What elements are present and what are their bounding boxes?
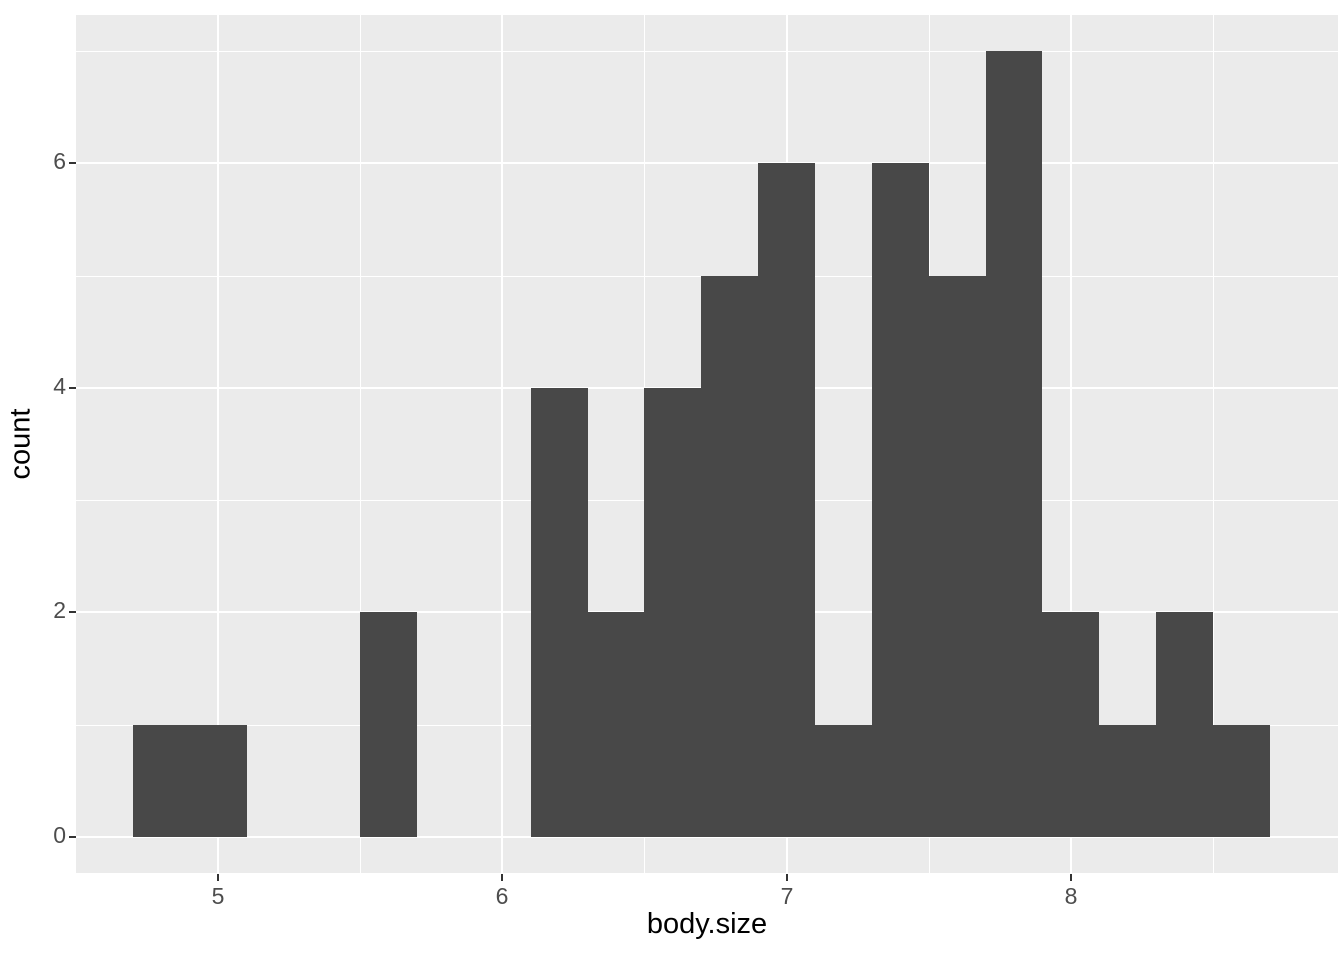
histogram-bar <box>133 725 190 837</box>
x-tick-mark <box>1070 874 1072 881</box>
histogram-bar <box>531 388 588 837</box>
y-tick-mark <box>69 162 76 164</box>
histogram-bar <box>644 388 701 837</box>
y-major-gridline <box>76 162 1338 164</box>
histogram-bar <box>1042 612 1099 837</box>
y-tick-label: 6 <box>53 148 66 174</box>
x-major-gridline <box>1070 15 1072 873</box>
x-tick-mark <box>217 874 219 881</box>
histogram-bar <box>815 725 872 837</box>
histogram-bar <box>986 51 1042 837</box>
histogram-bar <box>1213 725 1270 837</box>
histogram-bar <box>1099 725 1156 837</box>
x-minor-gridline <box>359 15 361 873</box>
x-tick-label: 7 <box>780 883 794 909</box>
histogram-bar <box>360 612 417 837</box>
y-tick-mark <box>69 611 76 613</box>
histogram-bar <box>1156 612 1213 837</box>
histogram-bar <box>872 163 929 837</box>
x-major-gridline <box>501 15 503 873</box>
y-tick-label: 2 <box>53 597 66 623</box>
histogram-bar <box>929 276 986 837</box>
x-minor-gridline <box>1212 15 1214 873</box>
histogram-bar <box>701 276 758 837</box>
histogram-bar <box>588 612 644 837</box>
y-minor-gridline <box>76 50 1338 52</box>
y-tick-label: 4 <box>53 373 66 399</box>
x-tick-label: 5 <box>211 883 225 909</box>
histogram-bar <box>758 163 815 837</box>
y-axis-title: count <box>4 408 37 480</box>
x-tick-mark <box>501 874 503 881</box>
histogram-bar <box>190 725 247 837</box>
y-tick-mark <box>69 387 76 389</box>
x-tick-label: 8 <box>1064 883 1078 909</box>
x-major-gridline <box>217 15 219 873</box>
y-major-gridline <box>76 836 1338 838</box>
plot-panel <box>76 15 1338 873</box>
y-tick-mark <box>69 836 76 838</box>
x-tick-label: 6 <box>495 883 509 909</box>
y-tick-label: 0 <box>53 822 66 848</box>
x-axis-title: body.size <box>646 908 768 940</box>
x-tick-mark <box>786 874 788 881</box>
